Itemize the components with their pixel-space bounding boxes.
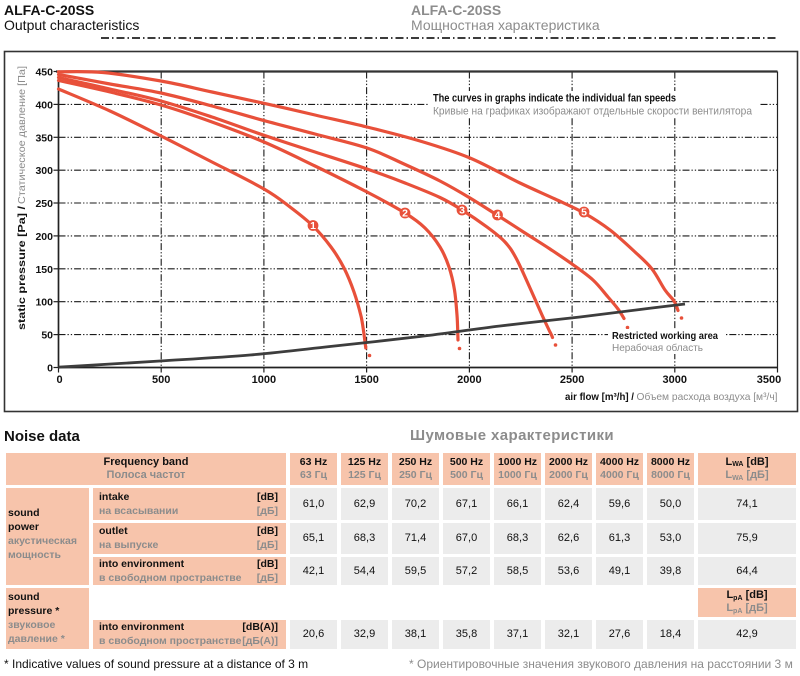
svg-text:500: 500	[152, 374, 170, 386]
svg-text:350: 350	[35, 132, 53, 144]
svg-text:1500: 1500	[354, 374, 378, 386]
svg-text:200: 200	[35, 231, 53, 243]
svg-text:5: 5	[581, 207, 587, 219]
svg-text:3000: 3000	[663, 374, 687, 386]
svg-text:Объем расхода воздуха [м³/ч]: Объем расхода воздуха [м³/ч]	[637, 391, 778, 403]
svg-text:Статическое давление [Па]: Статическое давление [Па]	[16, 66, 28, 204]
svg-text:Restricted working area: Restricted working area	[612, 330, 718, 342]
svg-text:0: 0	[56, 374, 62, 386]
svg-text:Кривые на графиках изображают: Кривые на графиках изображают отдельные …	[433, 106, 753, 118]
svg-text:400: 400	[35, 99, 53, 111]
svg-text:450: 450	[35, 67, 53, 79]
svg-text:3500: 3500	[757, 374, 781, 386]
svg-text:250: 250	[35, 198, 53, 210]
svg-text:2500: 2500	[560, 374, 584, 386]
svg-text:50: 50	[41, 330, 53, 342]
svg-text:300: 300	[35, 165, 53, 177]
svg-text:0: 0	[47, 363, 53, 375]
svg-text:air flow [m³/h] /: air flow [m³/h] /	[565, 391, 634, 403]
svg-text:2: 2	[402, 208, 408, 220]
svg-text:4: 4	[495, 210, 501, 222]
svg-text:Нерабочая область: Нерабочая область	[612, 342, 704, 354]
svg-text:1000: 1000	[252, 374, 276, 386]
svg-text:static pressure [Pa] /: static pressure [Pa] /	[16, 206, 28, 330]
svg-text:150: 150	[35, 264, 53, 276]
svg-text:3: 3	[459, 205, 465, 217]
svg-text:2000: 2000	[457, 374, 481, 386]
svg-text:100: 100	[35, 297, 53, 309]
svg-text:1: 1	[310, 220, 316, 232]
svg-text:The curves in graphs indicate: The curves in graphs indicate the indivi…	[433, 93, 676, 105]
